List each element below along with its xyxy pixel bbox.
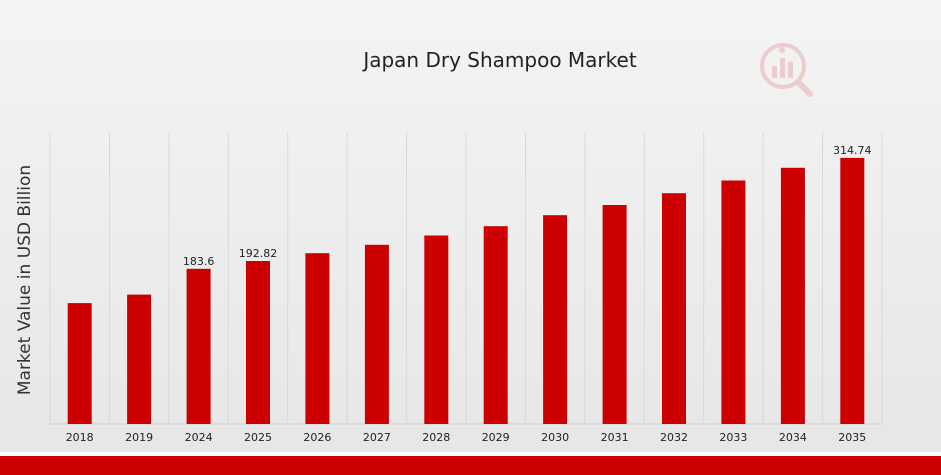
bar-2034 (780, 167, 805, 425)
x-tick-label: 2031 (601, 431, 629, 444)
x-tick-label: 2026 (303, 431, 331, 444)
x-tick-label: 2027 (363, 431, 391, 444)
bars-group (67, 157, 865, 425)
x-tick-label: 2033 (719, 431, 747, 444)
footer-gap (0, 452, 941, 456)
bar-2024 (186, 268, 211, 424)
bar-2033 (721, 180, 746, 424)
chart-title: Japan Dry Shampoo Market (361, 48, 636, 72)
bar-2019 (127, 294, 152, 424)
x-tick-label: 2018 (66, 431, 94, 444)
x-tick-label: 2028 (422, 431, 450, 444)
data-label: 314.74 (833, 144, 872, 157)
chart-magnifier-logo-icon (760, 43, 813, 97)
bar-2031 (602, 205, 627, 424)
bar-2027 (364, 244, 389, 424)
bar-2018 (67, 303, 92, 424)
y-axis-label: Market Value in USD Billion (15, 165, 35, 395)
bar-2035 (840, 157, 865, 424)
x-tick-label: 2019 (125, 431, 153, 444)
data-labels-group: 183.6 192.82 314.74 (183, 144, 872, 268)
x-tick-label: 2032 (660, 431, 688, 444)
bar-2032 (662, 193, 686, 424)
data-label: 183.6 (183, 255, 215, 268)
x-tick-label: 2030 (541, 431, 569, 444)
grid-lines (49, 133, 883, 424)
x-tick-label: 2025 (244, 431, 272, 444)
bar-2029 (483, 226, 508, 424)
x-tick-label: 2024 (185, 431, 213, 444)
x-tick-labels-group: 2018 2019 2024 2025 2026 2027 2028 2029 2030 2031… (66, 431, 867, 444)
bar-2026 (305, 253, 330, 424)
bar-2025 (246, 261, 270, 424)
x-tick-label: 2034 (779, 431, 807, 444)
bar-2030 (543, 215, 568, 424)
x-tick-label: 2035 (838, 431, 866, 444)
x-tick-label: 2029 (482, 431, 510, 444)
data-label: 192.82 (239, 247, 278, 260)
bar-2028 (424, 235, 449, 424)
footer-band (0, 456, 941, 475)
